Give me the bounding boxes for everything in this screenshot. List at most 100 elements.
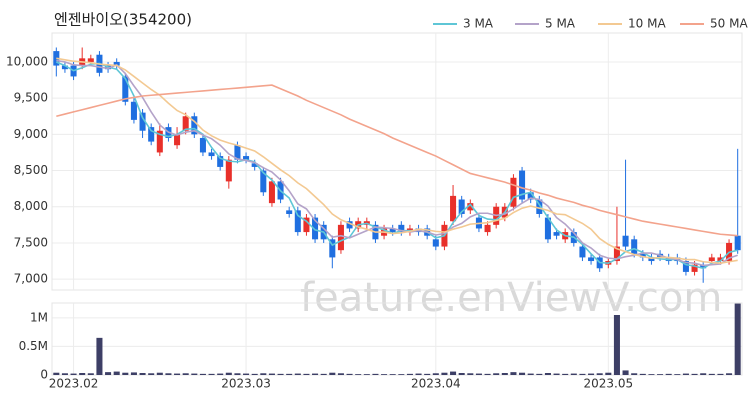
candle-body bbox=[234, 145, 241, 160]
candle-body bbox=[337, 224, 344, 251]
x-tick-label: 2023.03 bbox=[221, 377, 271, 391]
volume-bar bbox=[501, 373, 508, 375]
volume-bar bbox=[268, 373, 275, 375]
volume-bar bbox=[734, 303, 741, 375]
candle-body bbox=[87, 58, 94, 62]
candle-body bbox=[527, 192, 534, 200]
volume-tick-label: 0.5M bbox=[19, 339, 48, 353]
watermark: feature.enViewV.com bbox=[300, 275, 722, 321]
candle-body bbox=[510, 177, 517, 207]
candle-body bbox=[579, 246, 586, 258]
candle-body bbox=[639, 253, 646, 258]
candle-body bbox=[648, 257, 655, 262]
volume-bar bbox=[389, 374, 396, 375]
volume-bar bbox=[156, 372, 163, 375]
volume-bar bbox=[312, 373, 319, 375]
volume-bar bbox=[294, 373, 301, 375]
volume-bar bbox=[648, 374, 655, 375]
volume-bar bbox=[631, 373, 638, 375]
candle-body bbox=[536, 199, 543, 214]
candle-body bbox=[519, 170, 526, 200]
volume-bar bbox=[277, 373, 284, 375]
candle-body bbox=[346, 221, 353, 229]
candle-body bbox=[148, 127, 155, 142]
ma-line bbox=[56, 61, 738, 270]
candle-body bbox=[631, 239, 638, 254]
volume-bar bbox=[639, 373, 646, 375]
candle-body bbox=[613, 246, 620, 262]
candle-body bbox=[251, 163, 258, 167]
ma-line bbox=[56, 59, 738, 267]
chart-title: 엔젠바이오(354200) bbox=[54, 11, 192, 29]
y-tick-label: 8,500 bbox=[14, 163, 48, 177]
candle-body bbox=[156, 130, 163, 153]
volume-bar bbox=[61, 373, 68, 375]
candle-body bbox=[312, 217, 319, 240]
volume-bar bbox=[527, 373, 534, 375]
candle-body bbox=[286, 210, 293, 214]
volume-panel bbox=[51, 302, 743, 376]
volume-bar bbox=[130, 372, 137, 375]
volume-bar bbox=[544, 373, 551, 375]
y-tick-label: 9,500 bbox=[14, 91, 48, 105]
legend-label: 50 MA bbox=[710, 17, 748, 31]
y-tick-label: 7,500 bbox=[14, 235, 48, 249]
volume-bar bbox=[682, 373, 689, 375]
candle-body bbox=[700, 264, 707, 269]
candle-body bbox=[484, 224, 491, 233]
volume-bar bbox=[519, 372, 526, 375]
volume-bar bbox=[613, 315, 620, 375]
volume-tick-label: 0 bbox=[40, 368, 48, 382]
volume-bar bbox=[182, 373, 189, 375]
volume-bar bbox=[320, 373, 327, 375]
legend-label: 5 MA bbox=[545, 17, 576, 31]
volume-bar bbox=[372, 373, 379, 375]
volume-bar bbox=[174, 373, 181, 375]
volume-bar bbox=[674, 374, 681, 375]
volume-bar bbox=[700, 373, 707, 375]
price-panel bbox=[51, 32, 743, 291]
volume-bar bbox=[346, 373, 353, 375]
x-tick-label: 2023.04 bbox=[411, 377, 461, 391]
volume-bar bbox=[113, 371, 120, 375]
volume-bar bbox=[251, 373, 258, 375]
volume-bar bbox=[225, 372, 232, 375]
volume-bar bbox=[424, 373, 431, 375]
candle-body bbox=[303, 217, 310, 233]
volume-bar bbox=[691, 373, 698, 375]
volume-bar bbox=[441, 372, 448, 375]
candle-body bbox=[208, 152, 215, 157]
volume-bar bbox=[475, 373, 482, 375]
volume-bar bbox=[286, 373, 293, 375]
volume-bar bbox=[363, 374, 370, 375]
volume-bar bbox=[665, 373, 672, 375]
volume-bar bbox=[579, 373, 586, 375]
candle-body bbox=[225, 159, 232, 182]
volume-bar bbox=[450, 371, 457, 375]
volume-bar bbox=[208, 373, 215, 375]
candle-body bbox=[260, 170, 267, 193]
candle-body bbox=[450, 195, 457, 222]
volume-bar bbox=[657, 374, 664, 375]
candle-body bbox=[122, 76, 129, 102]
volume-bar bbox=[122, 372, 129, 375]
candle-body bbox=[398, 224, 405, 233]
candle-body bbox=[467, 203, 474, 211]
volume-bar bbox=[605, 372, 612, 375]
volume-bar bbox=[432, 373, 439, 375]
candle-body bbox=[734, 235, 741, 251]
candle-body bbox=[389, 228, 396, 233]
candle-body bbox=[544, 217, 551, 240]
y-tick-label: 7,000 bbox=[14, 272, 48, 286]
volume-bar bbox=[415, 373, 422, 375]
candle-body bbox=[61, 65, 68, 70]
volume-bar bbox=[243, 373, 250, 375]
volume-bar bbox=[79, 373, 86, 375]
legend-label: 10 MA bbox=[628, 17, 666, 31]
volume-bar bbox=[622, 370, 629, 375]
volume-bar bbox=[329, 372, 336, 375]
volume-bar bbox=[70, 373, 77, 375]
candle-body bbox=[622, 235, 629, 247]
volume-bar bbox=[570, 373, 577, 375]
